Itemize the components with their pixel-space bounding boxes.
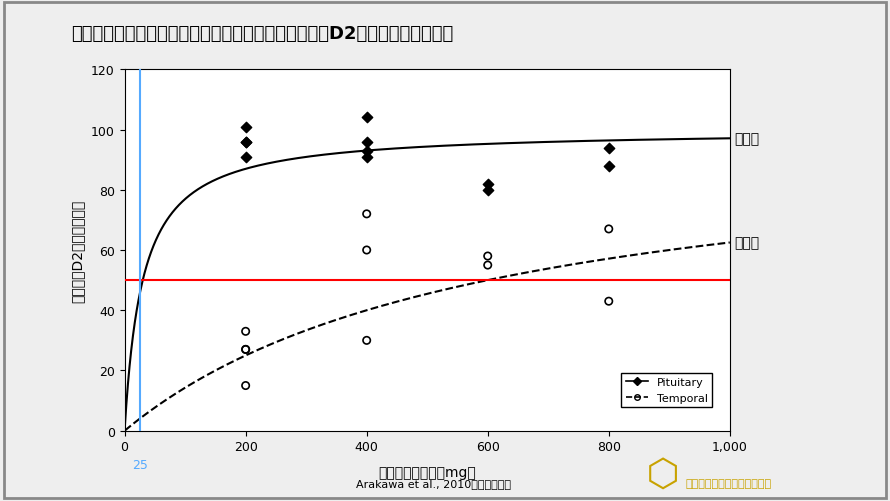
Point bbox=[602, 162, 616, 170]
Text: 下垂体: 下垂体 bbox=[734, 132, 760, 146]
Text: Arakawa et al., 2010より引用作成: Arakawa et al., 2010より引用作成 bbox=[356, 478, 511, 488]
Text: 高津心音メンタルクリニック: 高津心音メンタルクリニック bbox=[685, 478, 772, 488]
Point bbox=[481, 262, 495, 270]
Text: 側頭葉: 側頭葉 bbox=[734, 236, 760, 250]
Legend: Pituitary, Temporal: Pituitary, Temporal bbox=[621, 373, 712, 407]
Point bbox=[239, 328, 253, 336]
Point bbox=[360, 147, 374, 155]
Point bbox=[602, 298, 616, 306]
Point bbox=[481, 186, 495, 194]
Point bbox=[360, 153, 374, 161]
Point bbox=[481, 253, 495, 261]
Point bbox=[360, 210, 374, 218]
Point bbox=[239, 123, 253, 131]
Point bbox=[481, 180, 495, 188]
X-axis label: スルピリド用量（mg）: スルピリド用量（mg） bbox=[378, 464, 476, 478]
Point bbox=[239, 346, 253, 354]
Point bbox=[239, 138, 253, 146]
Point bbox=[360, 114, 374, 122]
Point bbox=[360, 138, 374, 146]
Point bbox=[602, 225, 616, 233]
Point bbox=[360, 246, 374, 255]
Point bbox=[360, 337, 374, 345]
Point bbox=[239, 153, 253, 161]
Y-axis label: ドパミンD2受容体占有率: ドパミンD2受容体占有率 bbox=[70, 199, 84, 302]
Point bbox=[602, 144, 616, 152]
Point bbox=[239, 346, 253, 354]
Point bbox=[239, 138, 253, 146]
Text: 25: 25 bbox=[132, 458, 148, 471]
Point bbox=[239, 382, 253, 390]
Text: スルピリド（ドグマチール）の用量と下垂体ドパミンD2受容体占有率の関係: スルピリド（ドグマチール）の用量と下垂体ドパミンD2受容体占有率の関係 bbox=[71, 25, 453, 43]
